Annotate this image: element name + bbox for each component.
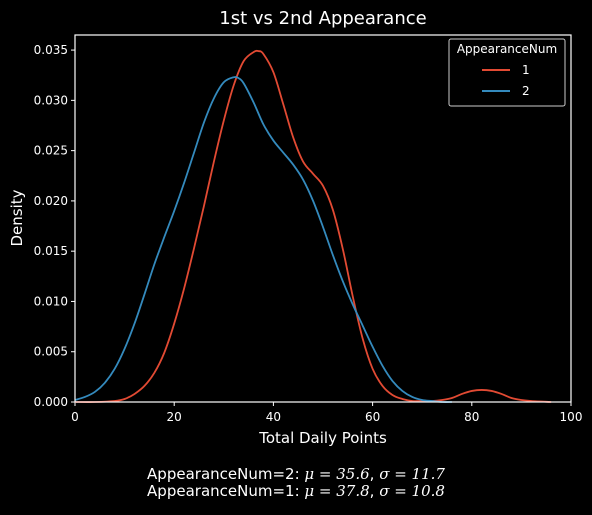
stats-line-2-sep: , bbox=[369, 465, 380, 483]
stats-line-2-mu: μ = 35.6 bbox=[304, 465, 370, 483]
y-tick-label: 0.030 bbox=[34, 93, 68, 107]
y-tick-label: 0.015 bbox=[34, 244, 68, 258]
plot-frame bbox=[74, 34, 572, 403]
chart-title: 1st vs 2nd Appearance bbox=[219, 8, 426, 29]
stats-line-1-prefix: AppearanceNum=1: bbox=[147, 482, 305, 500]
x-tick-label: 60 bbox=[365, 410, 380, 424]
y-tick-label: 0.025 bbox=[34, 144, 68, 158]
x-tick-label: 40 bbox=[266, 410, 281, 424]
legend-entries: 12 bbox=[482, 63, 530, 98]
legend-label-1: 1 bbox=[522, 63, 530, 77]
y-axis-ticks: 0.000 0.005 0.010 0.015 0.020 0.025 0.030 0.035 bbox=[34, 43, 75, 409]
legend: AppearanceNum 12 bbox=[448, 38, 566, 107]
stats-footer: AppearanceNum=2: μ = 35.6, σ = 11.7 Appe… bbox=[0, 466, 592, 500]
legend-label-2: 2 bbox=[522, 84, 530, 98]
x-axis-label: Total Daily Points bbox=[258, 429, 387, 447]
y-axis-label: Density bbox=[8, 189, 26, 246]
series-lines bbox=[74, 49, 552, 403]
y-tick-label: 0.005 bbox=[34, 345, 68, 359]
stats-line-2-prefix: AppearanceNum=2: bbox=[147, 465, 305, 483]
series-line-1 bbox=[74, 49, 552, 403]
stats-line-1-mu: μ = 37.8 bbox=[304, 482, 370, 500]
x-tick-label: 80 bbox=[464, 410, 479, 424]
y-tick-label: 0.035 bbox=[34, 43, 68, 57]
x-axis-ticks: 0 20 40 60 80 100 bbox=[71, 402, 582, 424]
x-tick-label: 100 bbox=[560, 410, 583, 424]
stats-line-2-sigma: σ = 11.7 bbox=[379, 465, 445, 483]
stats-line-1-sep: , bbox=[369, 482, 380, 500]
x-tick-label: 20 bbox=[167, 410, 182, 424]
x-tick-label: 0 bbox=[71, 410, 79, 424]
legend-box bbox=[448, 38, 566, 107]
y-tick-label: 0.000 bbox=[34, 395, 68, 409]
stats-line-1: AppearanceNum=1: μ = 37.8, σ = 10.8 bbox=[0, 483, 592, 500]
stats-line-2: AppearanceNum=2: μ = 35.6, σ = 11.7 bbox=[0, 466, 592, 483]
y-tick-label: 0.010 bbox=[34, 294, 68, 308]
stats-line-1-sigma: σ = 10.8 bbox=[379, 482, 445, 500]
y-tick-label: 0.020 bbox=[34, 194, 68, 208]
series-line-2 bbox=[74, 76, 452, 403]
legend-title: AppearanceNum bbox=[457, 42, 557, 56]
